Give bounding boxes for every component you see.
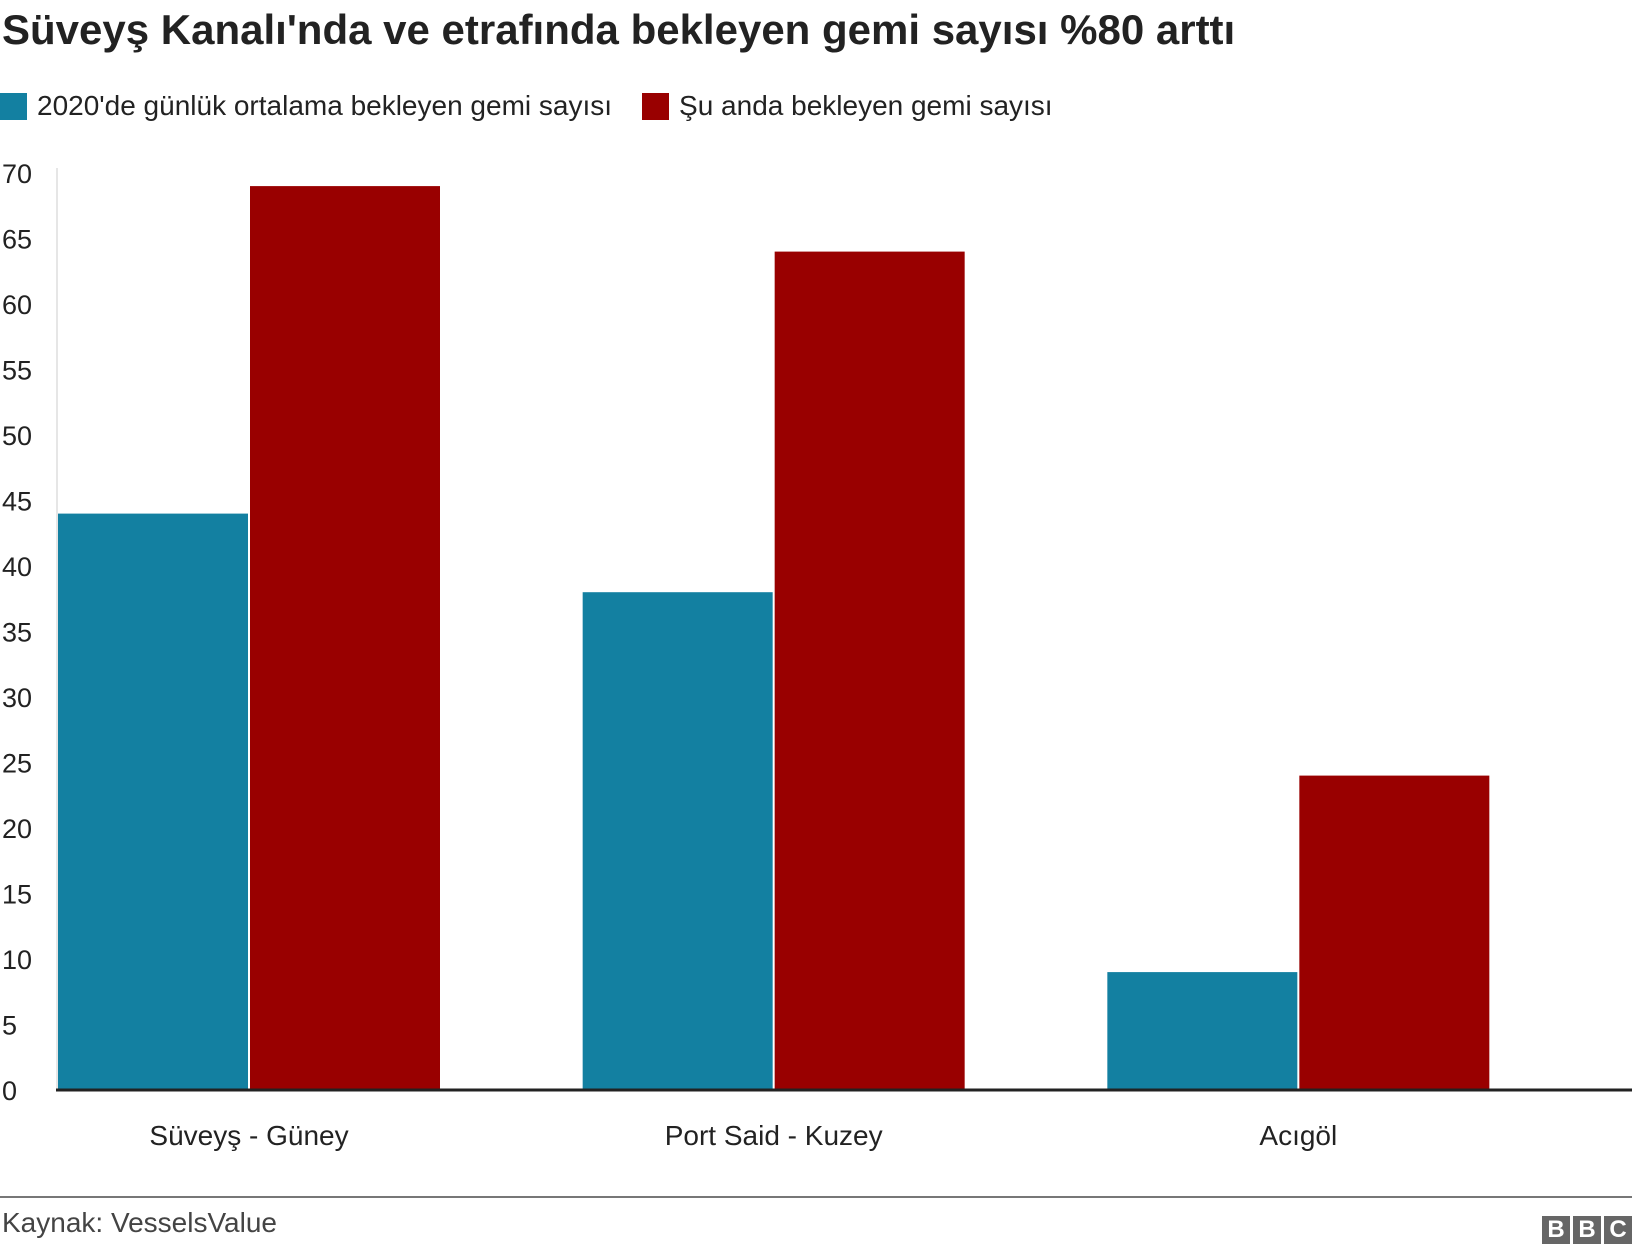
y-tick-label: 70: [2, 159, 32, 189]
y-tick-label: 15: [2, 880, 32, 910]
legend-item-current: Şu anda bekleyen gemi sayısı: [642, 90, 1053, 122]
x-tick-label: Acıgöl: [1259, 1120, 1337, 1151]
y-tick-label: 50: [2, 421, 32, 451]
bar-current-2: [774, 251, 965, 1091]
bar-2020-average-1: [58, 513, 248, 1090]
legend-swatch-blue: [0, 92, 27, 120]
bar-chart: 0 5 10 15 20 25 30 35 40 45 50 55 60 65 70 Süveyş - Gün…: [2, 159, 1632, 1151]
y-tick-label: 40: [2, 552, 32, 582]
x-tick-label: Süveyş - Güney: [149, 1120, 348, 1151]
y-tick-label: 0: [2, 1076, 17, 1106]
source-text: Kaynak: VesselsValue: [2, 1207, 277, 1238]
legend-label: Şu anda bekleyen gemi sayısı: [679, 90, 1053, 121]
bbc-logo-b1: B: [1542, 1216, 1570, 1244]
y-tick-label: 10: [2, 945, 32, 975]
bar-2020-average-3: [1107, 972, 1298, 1090]
y-tick-label: 45: [2, 487, 32, 517]
legend-label: 2020'de günlük ortalama bekleyen gemi sa…: [37, 90, 613, 121]
y-tick-label: 60: [2, 290, 32, 320]
y-tick-label: 25: [2, 749, 32, 779]
bbc-logo-b2: B: [1573, 1216, 1601, 1244]
bar-current-1: [250, 186, 440, 1091]
bbc-logo-c: C: [1604, 1216, 1632, 1244]
y-tick-label: 5: [2, 1011, 17, 1041]
bar-current-3: [1299, 775, 1490, 1090]
y-tick-label: 20: [2, 814, 32, 844]
bar-2020-average-2: [582, 592, 773, 1090]
x-tick-label: Port Said - Kuzey: [665, 1120, 883, 1151]
y-tick-label: 65: [2, 225, 32, 255]
legend: 2020'de günlük ortalama bekleyen gemi sa…: [0, 90, 1083, 122]
footer-divider: [0, 1196, 1632, 1198]
y-tick-label: 30: [2, 683, 32, 713]
y-tick-label: 55: [2, 356, 32, 386]
legend-item-2020-average: 2020'de günlük ortalama bekleyen gemi sa…: [0, 90, 612, 122]
legend-swatch-red: [642, 92, 670, 120]
chart-title: Süveyş Kanalı'nda ve etrafında bekleyen …: [2, 6, 1236, 53]
y-tick-label: 35: [2, 618, 32, 648]
bbc-logo: B B C: [1542, 1216, 1632, 1244]
